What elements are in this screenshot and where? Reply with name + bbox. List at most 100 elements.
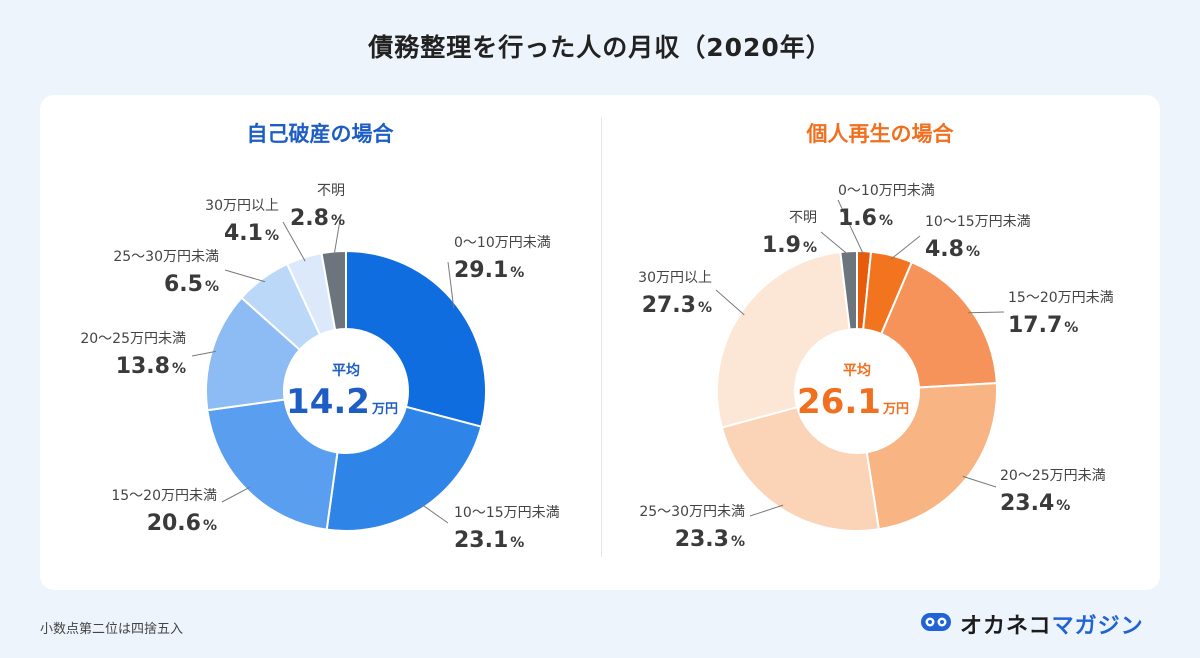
donut-slice-0-2 xyxy=(206,398,339,531)
center-label-0: 平均 xyxy=(332,362,360,379)
slice-label-0-1: 10〜15万円未満 xyxy=(454,505,560,521)
slice-value-percent: % xyxy=(1064,320,1078,336)
slice-value-1-5: 27.3% xyxy=(642,293,712,318)
slice-label-1-5: 30万円以上 xyxy=(638,270,712,286)
leader-line-1-0 xyxy=(837,199,865,256)
slice-value-number: 27.3 xyxy=(642,293,696,318)
center-value-1: 26.1 万円 xyxy=(797,382,909,422)
slice-value-0-2: 20.6% xyxy=(147,511,217,536)
logo-text: オカネコマガジン xyxy=(960,608,1144,640)
slice-value-1-0: 1.6% xyxy=(838,206,893,231)
slice-value-0-5: 4.1% xyxy=(224,221,279,246)
slice-value-percent: % xyxy=(510,535,524,551)
slice-value-number: 2.8 xyxy=(290,206,329,231)
donut-slice-1-2 xyxy=(879,260,998,389)
slice-label-0-5: 30万円以上 xyxy=(205,198,279,214)
slice-label-0-0: 0〜10万円未満 xyxy=(454,235,551,251)
slice-value-number: 23.1 xyxy=(454,528,508,553)
slice-label-0-6: 不明 xyxy=(317,183,345,199)
leader-line-1-3 xyxy=(962,475,997,488)
donut-slice-0-1 xyxy=(325,405,483,532)
slice-value-number: 1.9 xyxy=(762,233,801,258)
center-value-0: 14.2 万円 xyxy=(286,382,398,422)
leader-line-0-1 xyxy=(421,503,449,524)
chart-title-bankruptcy: 自己破産の場合 xyxy=(246,122,394,146)
slice-value-number: 6.5 xyxy=(164,272,203,297)
slice-value-percent: % xyxy=(203,518,217,534)
leader-line-1-1 xyxy=(890,235,921,260)
footnote: 小数点第二位は四捨五入 xyxy=(40,622,184,637)
slice-label-1-3: 20〜25万円未満 xyxy=(1000,468,1106,484)
leader-line-0-2 xyxy=(221,486,251,503)
slice-label-1-2: 15〜20万円未満 xyxy=(1008,290,1114,306)
slice-label-0-4: 25〜30万円未満 xyxy=(113,249,219,265)
panel-divider xyxy=(601,117,602,557)
leader-line-0-5 xyxy=(282,221,306,262)
leader-line-0-6 xyxy=(333,213,342,256)
slice-value-percent: % xyxy=(1056,498,1070,514)
leader-line-1-6 xyxy=(820,231,850,256)
slice-value-0-4: 6.5% xyxy=(164,272,219,297)
donut-slice-1-3 xyxy=(865,382,998,531)
slice-value-number: 13.8 xyxy=(116,354,170,379)
slice-value-number: 17.7 xyxy=(1008,313,1062,338)
leader-line-1-2 xyxy=(968,311,1005,314)
slice-value-number: 4.1 xyxy=(224,221,263,246)
donut-slice-0-6 xyxy=(320,249,347,332)
logo-mark-icon xyxy=(920,611,952,637)
leader-line-1-5 xyxy=(715,289,745,316)
center-value-unit: 万円 xyxy=(882,402,909,417)
slice-label-1-4: 25〜30万円未満 xyxy=(639,504,745,520)
leader-line-0-4 xyxy=(224,269,266,283)
donut-slice-0-0 xyxy=(345,249,487,428)
logo-text-accent: マガジン xyxy=(1051,614,1144,639)
slice-value-number: 29.1 xyxy=(454,258,508,283)
slice-value-number: 23.3 xyxy=(675,527,729,552)
slice-value-1-2: 17.7% xyxy=(1008,313,1078,338)
slice-value-percent: % xyxy=(803,240,817,256)
donut-slice-1-5 xyxy=(716,250,851,429)
slice-value-1-4: 23.3% xyxy=(675,527,745,552)
leader-line-1-4 xyxy=(749,504,784,517)
slice-value-number: 4.8 xyxy=(925,237,964,262)
slice-value-0-6: 2.8% xyxy=(290,206,345,231)
slice-value-0-0: 29.1% xyxy=(454,258,524,283)
slice-value-1-1: 4.8% xyxy=(925,237,980,262)
page-title: 債務整理を行った人の月収（2020年） xyxy=(368,33,832,62)
slice-label-0-2: 15〜20万円未満 xyxy=(111,488,217,504)
slice-label-1-1: 10〜15万円未満 xyxy=(925,214,1031,230)
leader-line-0-0 xyxy=(447,261,455,309)
slice-value-number: 1.6 xyxy=(838,206,877,231)
slice-value-number: 20.6 xyxy=(147,511,201,536)
slice-value-percent: % xyxy=(172,361,186,377)
slice-label-1-0: 0〜10万円未満 xyxy=(838,183,935,199)
slice-value-percent: % xyxy=(698,300,712,316)
donut-0: 0〜10万円未満 29.1 % 10〜15万円未満 23.1 % 15〜20万円未満 20.6… xyxy=(80,183,559,553)
slice-value-0-1: 23.1% xyxy=(454,528,524,553)
slice-value-percent: % xyxy=(731,534,745,550)
slice-value-percent: % xyxy=(879,213,893,229)
center-value-number: 14.2 xyxy=(286,382,370,422)
slice-value-percent: % xyxy=(966,244,980,260)
center-label-1: 平均 xyxy=(843,362,871,379)
leader-line-0-3 xyxy=(191,350,216,357)
slice-value-percent: % xyxy=(265,228,279,244)
slice-value-percent: % xyxy=(205,279,219,295)
slice-label-0-3: 20〜25万円未満 xyxy=(80,331,186,347)
donut-slice-1-6 xyxy=(839,249,858,331)
center-value-number: 26.1 xyxy=(797,382,881,422)
slice-value-1-6: 1.9% xyxy=(762,233,817,258)
donut-slice-1-4 xyxy=(720,405,881,532)
site-logo[interactable]: オカネコマガジン xyxy=(920,608,1144,640)
slice-value-0-3: 13.8% xyxy=(116,354,186,379)
slice-value-percent: % xyxy=(331,213,345,229)
slice-label-1-6: 不明 xyxy=(789,210,817,226)
logo-text-main: オカネコ xyxy=(960,614,1052,639)
center-value-unit: 万円 xyxy=(371,402,398,417)
slice-value-number: 23.4 xyxy=(1000,491,1054,516)
slice-value-percent: % xyxy=(510,265,524,281)
chart-title-rehabilitation: 個人再生の場合 xyxy=(806,122,954,146)
slice-value-1-3: 23.4% xyxy=(1000,491,1070,516)
